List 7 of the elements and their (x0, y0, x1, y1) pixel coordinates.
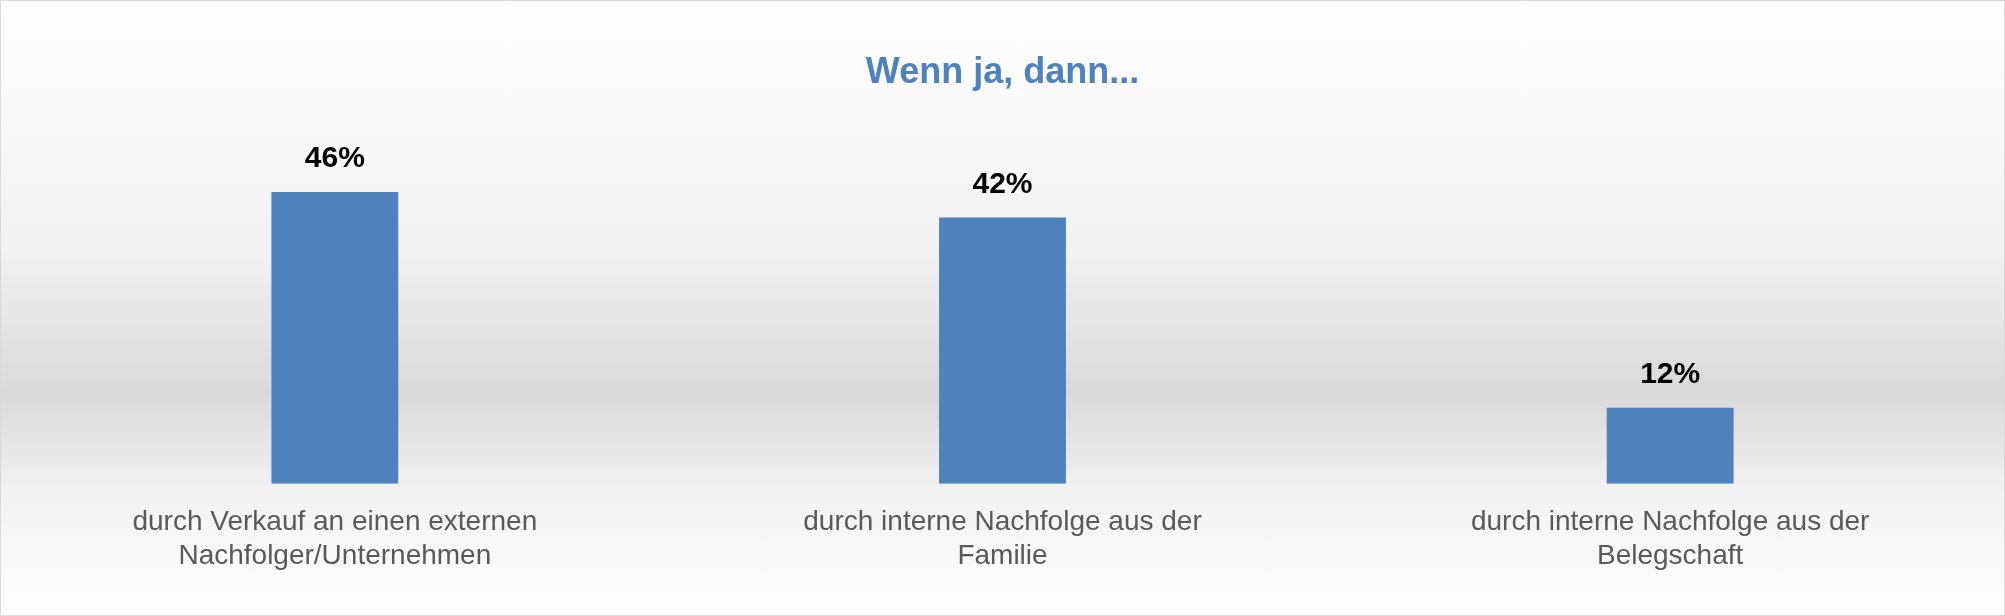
x-tick-label: durch interne Nachfolge aus der Familie (803, 505, 1202, 570)
chart-title: Wenn ja, dann... (865, 49, 1140, 91)
x-tick-label: durch interne Nachfolge aus der Belegschaft (1470, 505, 1870, 570)
x-tick-label: durch Verkauf an einen externen Nachfolger/Unternehmen (132, 505, 538, 570)
data-label: 42% (972, 165, 1033, 199)
data-label: 46% (304, 140, 365, 174)
data-label: 12% (1640, 355, 1701, 389)
